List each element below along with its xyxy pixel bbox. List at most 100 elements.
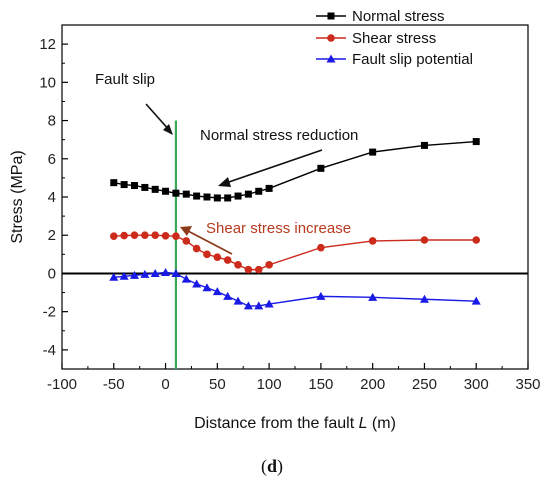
y-tick-label: 4 <box>48 189 56 206</box>
series-layer <box>109 138 481 310</box>
x-axis-title-prefix: Distance from the fault <box>194 415 359 432</box>
data-point <box>202 283 212 292</box>
data-point <box>110 179 118 187</box>
x-tick-label: 200 <box>360 376 385 393</box>
data-point <box>223 256 232 264</box>
annotation-fault-slip: Fault slip <box>95 71 155 88</box>
series-1 <box>109 231 481 274</box>
x-tick-label: 250 <box>412 376 437 393</box>
reference-lines <box>62 120 528 369</box>
y-tick-label: -2 <box>43 304 56 321</box>
data-point <box>213 253 222 261</box>
axis-ticks: -100 -50 0 50 100 150 200 250 300 350 -4 -2 0 2 4 6 8 10 1… <box>39 24 541 393</box>
y-tick-label: 12 <box>39 36 56 53</box>
annotation-shear-increase: Shear stress increase <box>206 220 351 237</box>
series-2 <box>109 267 481 310</box>
data-point <box>141 231 149 240</box>
legend-item: Shear stress <box>316 30 436 47</box>
annotation-normal-reduction-arrowhead <box>218 177 231 187</box>
data-point <box>254 265 263 274</box>
data-point <box>471 296 481 305</box>
data-point <box>182 237 191 245</box>
data-point <box>162 187 170 195</box>
data-point <box>264 299 274 308</box>
data-point <box>150 268 160 277</box>
data-point <box>234 192 242 200</box>
data-point <box>140 269 150 278</box>
data-point <box>151 231 159 240</box>
data-point <box>192 244 201 253</box>
data-point <box>234 261 242 269</box>
x-tick-label: 100 <box>257 376 282 393</box>
y-axis-title: Stress (MPa) <box>9 150 26 243</box>
x-tick-label: -100 <box>47 376 77 393</box>
legend-swatch-marker <box>327 34 335 42</box>
data-point <box>223 291 233 300</box>
y-tick-label: 2 <box>48 227 56 244</box>
data-point <box>193 192 201 200</box>
panel-label-open: ( <box>261 456 267 477</box>
panel-label-letter: d <box>267 456 277 476</box>
legend: Normal stress Shear stress Fault slip pote… <box>316 8 473 68</box>
data-point <box>472 236 481 244</box>
data-point <box>171 268 181 277</box>
data-point <box>316 291 326 300</box>
x-axis-title-suffix: (m) <box>367 415 395 432</box>
x-axis-title: Distance from the fault L (m) <box>194 415 396 432</box>
data-point <box>368 292 378 301</box>
data-point <box>254 301 264 310</box>
annotation-shear-increase-arrowhead <box>180 226 192 236</box>
data-point <box>120 231 128 240</box>
data-point <box>129 270 139 279</box>
panel-label: (d) <box>261 456 283 477</box>
data-point <box>172 232 180 240</box>
data-point <box>130 182 138 190</box>
data-point <box>233 296 243 305</box>
annotation-fault-slip-arrow <box>145 103 171 132</box>
x-tick-label: -50 <box>103 376 125 393</box>
data-point <box>244 265 253 274</box>
x-tick-label: 0 <box>161 376 169 393</box>
data-point <box>420 236 429 244</box>
data-point <box>181 274 191 283</box>
data-point <box>255 187 263 195</box>
data-point <box>317 164 325 172</box>
data-point <box>203 250 211 259</box>
data-point <box>172 189 180 197</box>
y-tick-label: 10 <box>39 74 56 91</box>
data-point <box>203 193 211 201</box>
y-tick-label: 0 <box>48 265 56 282</box>
data-point <box>368 237 377 245</box>
legend-swatch-marker <box>327 12 335 20</box>
series-0 <box>110 138 480 202</box>
legend-label: Fault slip potential <box>352 51 473 68</box>
data-point <box>224 194 232 202</box>
legend-item: Fault slip potential <box>316 51 473 68</box>
data-point <box>472 138 480 146</box>
x-tick-label: 150 <box>308 376 333 393</box>
legend-swatch-marker <box>326 54 336 63</box>
data-point <box>265 261 273 269</box>
data-point <box>130 231 139 240</box>
data-point <box>212 287 222 296</box>
annotation-fault-slip-arrowhead <box>163 124 173 135</box>
legend-label: Shear stress <box>352 30 436 47</box>
data-point <box>161 231 170 240</box>
data-point <box>109 232 118 240</box>
data-point <box>317 243 325 252</box>
y-tick-label: -4 <box>43 342 56 359</box>
x-axis-title-variable: L <box>359 415 368 432</box>
data-point <box>420 141 428 149</box>
panel-label-close: ) <box>277 456 283 477</box>
data-point <box>265 184 273 192</box>
data-point <box>182 190 190 198</box>
data-point <box>119 271 129 280</box>
annotation-shear-increase-arrow <box>187 230 233 255</box>
data-point <box>244 190 252 198</box>
data-point <box>120 181 128 189</box>
data-point <box>161 267 171 276</box>
x-tick-label: 300 <box>464 376 489 393</box>
annotation-normal-reduction: Normal stress reduction <box>200 127 358 144</box>
data-point <box>419 294 429 303</box>
